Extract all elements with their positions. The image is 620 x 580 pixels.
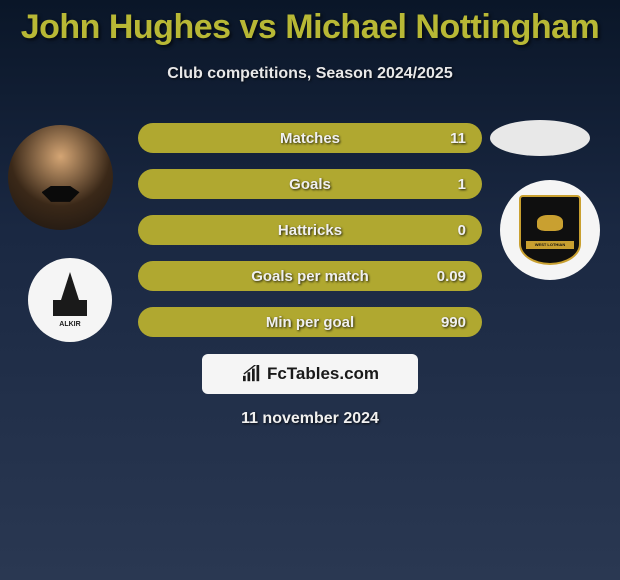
- stat-label: Matches: [280, 130, 340, 147]
- stat-value: 0: [458, 222, 466, 239]
- page-title: John Hughes vs Michael Nottingham: [0, 0, 620, 47]
- player-photo-right: [490, 120, 590, 156]
- stat-value: 11: [450, 130, 466, 147]
- chart-icon: [241, 365, 263, 383]
- stat-bar-goals: Goals 1: [138, 169, 482, 199]
- stat-label: Goals: [289, 176, 331, 193]
- club-left-text: ALKIR: [42, 321, 98, 328]
- brand-text: FcTables.com: [267, 364, 379, 384]
- stat-bar-min-per-goal: Min per goal 990: [138, 307, 482, 337]
- stat-label: Hattricks: [278, 222, 342, 239]
- stat-bar-hattricks: Hattricks 0: [138, 215, 482, 245]
- club-right-banner: WEST LOTHIAN: [526, 241, 574, 249]
- date-text: 11 november 2024: [0, 410, 620, 428]
- stat-value: 0.09: [437, 268, 466, 285]
- stat-bar-matches: Matches 11: [138, 123, 482, 153]
- stats-container: Matches 11 Goals 1 Hattricks 0 Goals per…: [138, 123, 482, 353]
- player-photo-left: [8, 125, 113, 230]
- stat-bar-goals-per-match: Goals per match 0.09: [138, 261, 482, 291]
- club-logo-left: ALKIR: [28, 258, 112, 342]
- club-logo-right: WEST LOTHIAN: [500, 180, 600, 280]
- stat-label: Min per goal: [266, 314, 354, 331]
- stat-value: 1: [458, 176, 466, 193]
- brand-box: FcTables.com: [202, 354, 418, 394]
- stat-label: Goals per match: [251, 268, 369, 285]
- subtitle: Club competitions, Season 2024/2025: [0, 65, 620, 83]
- stat-value: 990: [441, 314, 466, 331]
